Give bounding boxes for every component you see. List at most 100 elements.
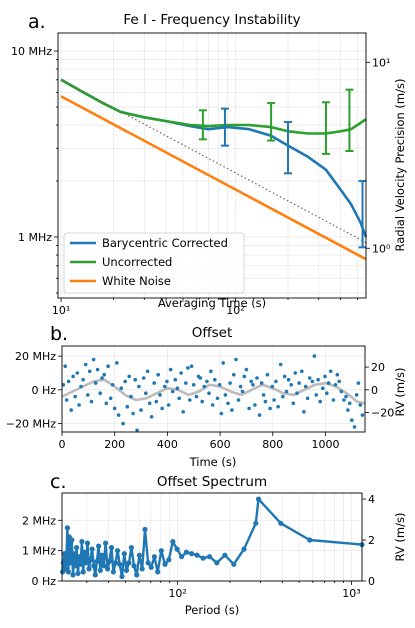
data-point	[177, 396, 181, 401]
spectrum-point	[131, 563, 137, 569]
data-point	[272, 398, 276, 402]
series-line-2	[60, 95, 367, 261]
data-point	[342, 398, 346, 402]
data-point	[209, 369, 213, 374]
data-point	[232, 372, 236, 377]
data-point	[210, 403, 215, 407]
data-point	[77, 403, 81, 407]
spectrum-point	[108, 545, 115, 551]
data-point	[236, 398, 241, 402]
data-point	[66, 379, 71, 384]
panel-a-series	[60, 78, 368, 261]
data-point	[328, 369, 333, 374]
spectrum-point	[158, 548, 164, 554]
data-point	[326, 381, 331, 385]
spectrum-point	[106, 558, 112, 564]
y-tick-label: 20 MHz	[15, 350, 56, 363]
data-point	[219, 411, 224, 416]
data-point	[278, 362, 283, 367]
data-point	[175, 386, 180, 391]
legend-label-uncorrected: Uncorrected	[102, 255, 172, 269]
x-tick-label: 400	[157, 438, 178, 451]
data-point	[141, 376, 146, 380]
data-point	[165, 379, 169, 384]
spectrum-point	[134, 572, 140, 578]
spectrum-point	[63, 555, 69, 561]
data-point	[188, 398, 192, 402]
data-point	[191, 383, 196, 387]
data-point	[160, 406, 164, 411]
data-point	[249, 379, 253, 384]
data-point	[257, 413, 262, 417]
data-point	[289, 383, 294, 387]
spectrum-point	[87, 557, 94, 563]
panel-c-right-ylabel: RV (m/s)	[393, 513, 407, 562]
x-tick-label: 1000	[311, 438, 339, 451]
data-point	[75, 371, 80, 375]
spectrum-point	[189, 551, 195, 557]
series-line-0	[60, 78, 368, 238]
spectrum-point	[139, 566, 145, 572]
data-point	[282, 374, 287, 379]
spectrum-point	[231, 561, 237, 567]
data-point	[221, 361, 225, 365]
spectrum-point	[179, 554, 185, 560]
data-point	[314, 393, 319, 397]
data-point	[170, 389, 175, 394]
data-point	[63, 364, 67, 369]
data-point	[166, 403, 171, 407]
data-point	[106, 364, 110, 369]
data-point	[125, 404, 130, 409]
y-right-tick-label: −20	[371, 407, 394, 420]
spectrum-point	[91, 563, 97, 569]
data-point	[352, 425, 357, 429]
data-point	[104, 401, 109, 406]
spectrum-point	[75, 570, 81, 577]
data-point	[81, 377, 85, 382]
data-point	[139, 408, 143, 412]
data-point	[337, 379, 342, 384]
data-point	[270, 384, 275, 389]
spectrum-point	[142, 526, 148, 533]
spectrum-point	[86, 566, 92, 572]
spectrum-point	[89, 546, 95, 552]
panel-b-frame	[61, 345, 366, 433]
data-point	[291, 401, 296, 406]
data-point	[346, 408, 350, 412]
spectrum-point	[166, 557, 172, 563]
panel-c-title: Offset Spectrum	[157, 474, 267, 490]
panel-a-stability: a. Fe I - Frequency Instability 10¹ 10²10…	[11, 11, 407, 317]
data-point	[323, 374, 327, 379]
data-point	[186, 366, 190, 370]
panel-b-title: Offset	[192, 325, 233, 341]
spectrum-point	[174, 546, 180, 552]
data-point	[234, 357, 238, 362]
spectrum-point	[148, 564, 154, 570]
data-point	[64, 398, 69, 402]
spectrum-point	[72, 563, 78, 569]
series-line-3	[60, 79, 367, 244]
data-point	[295, 391, 299, 396]
data-point	[274, 379, 278, 384]
data-point	[71, 374, 75, 379]
data-point	[307, 376, 312, 380]
data-point	[358, 403, 363, 407]
spectrum-point	[121, 551, 127, 557]
data-point	[123, 379, 127, 384]
data-point	[119, 386, 124, 391]
data-point	[205, 379, 209, 384]
data-point	[281, 394, 285, 399]
data-point	[147, 401, 152, 406]
spectrum-point	[79, 539, 85, 545]
panel-b-grid	[61, 346, 365, 432]
data-point	[242, 374, 247, 379]
x-tick-label: 10³	[342, 587, 360, 600]
spectrum-point	[128, 545, 134, 551]
panel-label-a: a.	[28, 11, 46, 33]
data-point	[310, 379, 315, 384]
panel-b-series	[61, 354, 366, 433]
panel-b-right-ylabel: RV (m/s)	[393, 368, 407, 417]
spectrum-point	[207, 554, 213, 560]
data-point	[302, 410, 306, 414]
